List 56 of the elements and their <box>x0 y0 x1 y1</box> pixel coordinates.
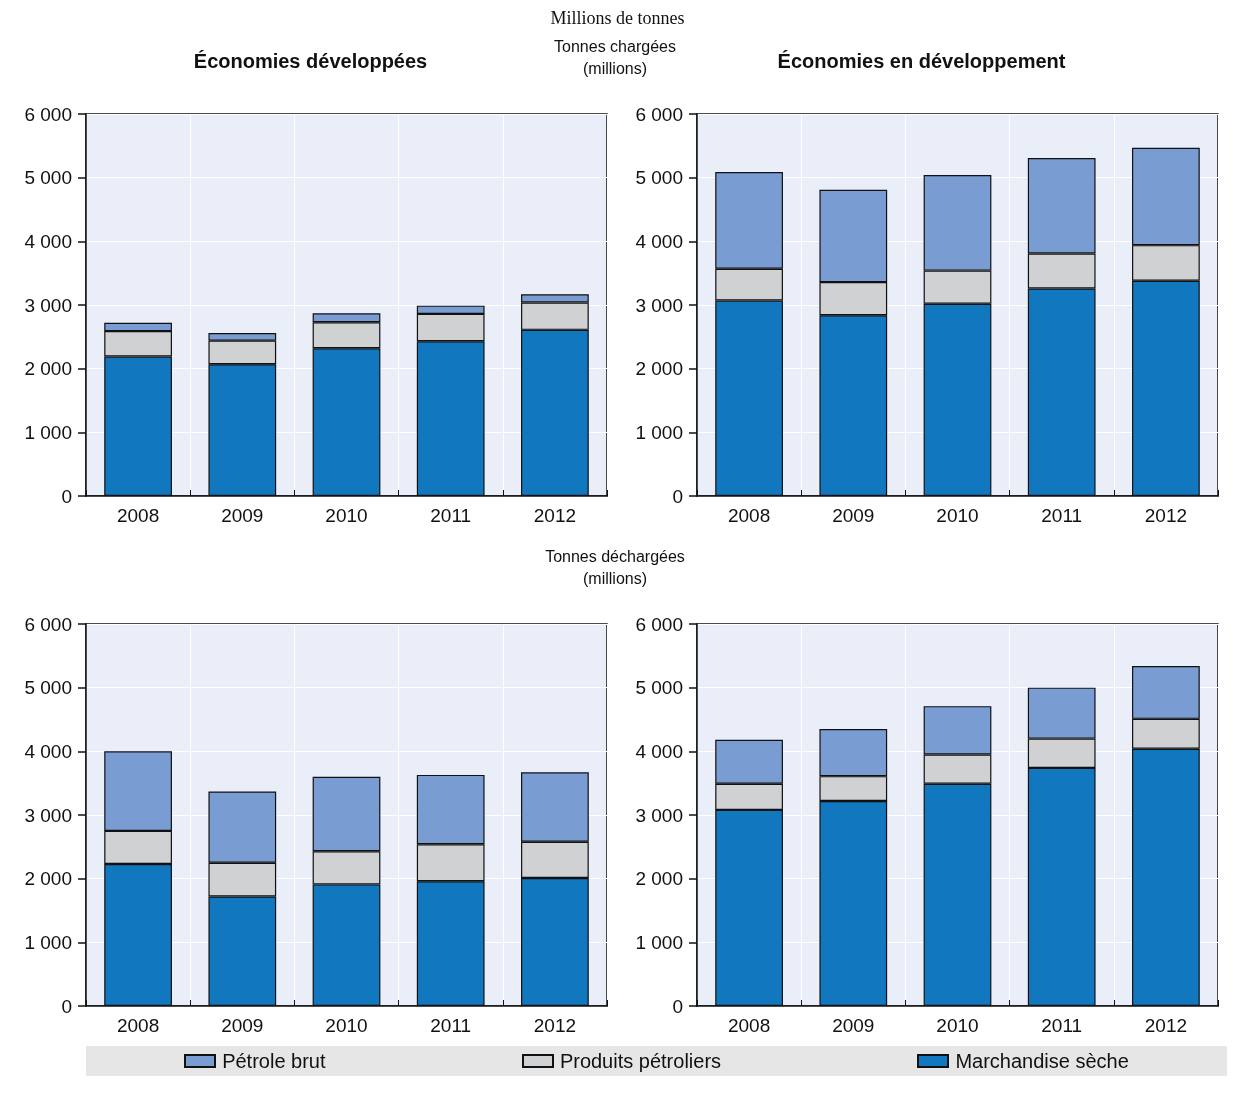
y-tick-label: 5 000 <box>24 677 72 699</box>
y-tick-label: 5 000 <box>635 677 683 699</box>
x-tick-label: 2009 <box>832 1015 875 1036</box>
y-tick-label: 2 000 <box>635 358 683 380</box>
x-tick-label: 2012 <box>533 1015 577 1036</box>
x-tick-label: 2010 <box>325 1015 368 1036</box>
y-tick-label: 2 000 <box>24 358 72 380</box>
x-tick-label: 2011 <box>430 1015 472 1036</box>
x-tick-label: 2012 <box>533 505 577 526</box>
x-tick-label: 2010 <box>325 505 368 526</box>
y-tick-label: 4 000 <box>24 740 72 762</box>
chart-subtitle: Millions de tonnes <box>549 8 686 30</box>
y-tick-label: 6 000 <box>24 613 72 635</box>
y-tick-label: 6 000 <box>635 613 683 635</box>
y-tick-label: 4 000 <box>635 230 683 252</box>
x-tick-label: 2008 <box>727 505 771 526</box>
y-tick-label: 6 000 <box>24 103 72 125</box>
y-tick-label: 1 000 <box>24 421 72 443</box>
y-tick-label: 2 000 <box>24 868 72 890</box>
x-tick-label: 2008 <box>727 1015 771 1036</box>
y-tick-label: 3 000 <box>24 804 72 826</box>
chart-title: Économies développées <box>193 50 428 72</box>
legend-label: Produits pétroliers <box>559 1049 722 1073</box>
y-tick-label: 5 000 <box>24 167 72 189</box>
y-tick-label: 3 000 <box>635 804 683 826</box>
y-tick-label: 1 000 <box>24 931 72 953</box>
x-tick-label: 2009 <box>221 1015 264 1036</box>
y-tick-label: 4 000 <box>635 740 683 762</box>
x-tick-label: 2011 <box>1041 505 1083 526</box>
x-tick-label: 2010 <box>936 1015 979 1036</box>
y-tick-label: 4 000 <box>24 230 72 252</box>
text: Tonnes chargées (millions) <box>553 37 677 79</box>
y-tick-label: 3 000 <box>635 294 683 316</box>
y-tick-label: 0 <box>61 995 72 1017</box>
y-tick-label: 2 000 <box>635 868 683 890</box>
legend-label: Pétrole brut <box>222 1049 326 1073</box>
x-tick-label: 2008 <box>116 505 160 526</box>
chart-title: Économies en développement <box>777 50 1066 72</box>
y-tick-label: 1 000 <box>635 421 683 443</box>
legend-label: Marchandise sèche <box>955 1049 1129 1073</box>
y-tick-label: 0 <box>672 995 683 1017</box>
text: Tonnes déchargées (millions) <box>544 547 686 589</box>
y-tick-label: 0 <box>61 485 72 507</box>
x-tick-label: 2011 <box>430 505 472 526</box>
x-tick-label: 2012 <box>1144 505 1188 526</box>
y-tick-label: 0 <box>672 485 683 507</box>
y-tick-label: 6 000 <box>635 103 683 125</box>
y-tick-label: 1 000 <box>635 931 683 953</box>
x-tick-label: 2008 <box>116 1015 160 1036</box>
y-tick-label: 5 000 <box>635 167 683 189</box>
y-tick-label: 3 000 <box>24 294 72 316</box>
x-tick-label: 2012 <box>1144 1015 1188 1036</box>
x-tick-label: 2011 <box>1041 1015 1083 1036</box>
x-tick-label: 2010 <box>936 505 979 526</box>
x-tick-label: 2009 <box>832 505 875 526</box>
x-tick-label: 2009 <box>221 505 264 526</box>
